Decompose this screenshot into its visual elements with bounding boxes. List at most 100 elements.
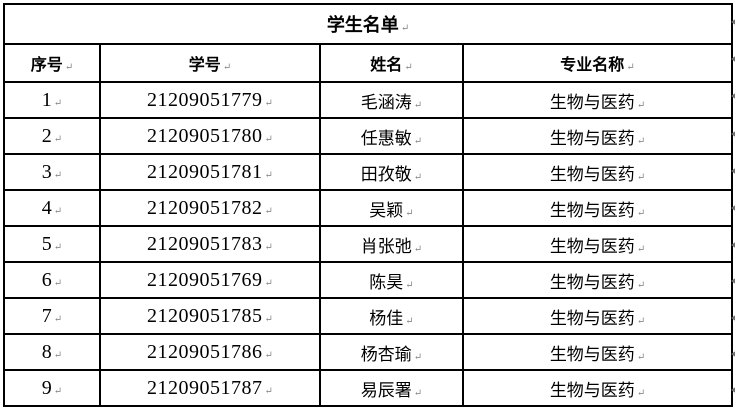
major-text: 生物与医药 [549, 308, 635, 328]
paragraph-mark: ↵ [405, 315, 414, 327]
paragraph-mark: ↵ [413, 135, 423, 147]
paragraph-mark: ↵ [53, 133, 63, 145]
cell-serial[interactable]: 8 ↵ [3, 333, 101, 371]
cell-serial[interactable]: 1 ↵ [3, 81, 101, 119]
cell-name[interactable]: 毛涵涛 ↵ [319, 81, 464, 119]
column-header-label: 学号 [188, 57, 221, 74]
paragraph-mark: ↵ [636, 207, 646, 219]
major-text: 生物与医药 [549, 92, 635, 112]
cell-name[interactable]: 任惠敏 ↵ [319, 117, 464, 155]
cell-major[interactable]: 生物与医药 ↵ [461, 297, 734, 335]
cell-student-id[interactable]: 21209051769 ↵ [99, 261, 321, 299]
cell-name[interactable]: 吴颖 ↵ [319, 189, 464, 227]
cell-student-id[interactable]: 21209051785 ↵ [99, 297, 321, 335]
student-id-text: 21209051769 [147, 268, 263, 291]
cell-serial[interactable]: 6 ↵ [3, 261, 101, 299]
paragraph-mark: ↵ [264, 97, 273, 109]
paragraph-mark: ↵ [53, 277, 63, 289]
paragraph-mark: ↵ [53, 169, 63, 181]
paragraph-mark: ↵ [53, 349, 63, 361]
cell-student-id[interactable]: 21209051779 ↵ [99, 81, 321, 119]
cell-student-id[interactable]: 21209051783 ↵ [99, 225, 321, 263]
column-header-name[interactable]: 姓名 ↵ [319, 43, 464, 83]
paragraph-mark: ↵ [264, 313, 273, 325]
cell-student-id[interactable]: 21209051782 ↵ [99, 189, 321, 227]
major-text: 生物与医药 [549, 344, 635, 364]
cell-serial[interactable]: 2 ↵ [3, 117, 101, 155]
cell-name[interactable]: 杨杏瑜 ↵ [319, 333, 464, 371]
major-text: 生物与医药 [549, 128, 635, 148]
cell-name[interactable]: 田孜敬 ↵ [319, 153, 464, 191]
paragraph-mark: ↵ [636, 99, 646, 111]
paragraph-mark: ↵ [636, 135, 646, 147]
table-row: 5 ↵ 21209051783 ↵ 肖张弛 ↵ 生物与医药 ↵ [3, 225, 734, 263]
cell-major[interactable]: 生物与医药 ↵ [461, 333, 734, 371]
cell-major[interactable]: 生物与医药 ↵ [461, 189, 734, 227]
cell-major[interactable]: 生物与医药 ↵ [461, 261, 734, 299]
cell-student-id[interactable]: 21209051786 ↵ [99, 333, 321, 371]
major-text: 生物与医药 [549, 236, 635, 256]
paragraph-mark: ↵ [636, 315, 646, 327]
cell-major[interactable]: 生物与医药 ↵ [461, 117, 734, 155]
cell-serial[interactable]: 5 ↵ [3, 225, 101, 263]
cell-major[interactable]: 生物与医药 ↵ [461, 225, 734, 263]
name-text: 易辰署 [360, 380, 412, 400]
cell-serial[interactable]: 9 ↵ [3, 369, 101, 407]
paragraph-mark: ↵ [413, 243, 423, 255]
column-header-serial[interactable]: 序号 ↵ [3, 43, 101, 83]
cell-major[interactable]: 生物与医药 ↵ [461, 81, 734, 119]
table-row: 3 ↵ 21209051781 ↵ 田孜敬 ↵ 生物与医药 ↵ [3, 153, 734, 191]
name-text: 陈昊 [369, 272, 404, 292]
paragraph-mark: ↵ [264, 241, 273, 253]
paragraph-mark: ↵ [636, 279, 646, 291]
paragraph-mark: ↵ [413, 171, 423, 183]
column-header-student-id[interactable]: 学号 ↵ [99, 43, 321, 83]
serial-text: 6 [41, 268, 52, 291]
row-end-mark [731, 92, 735, 100]
table-title-row: 学生名单 ↵ [2, 3, 734, 45]
table-row: 2 ↵ 21209051780 ↵ 任惠敏 ↵ 生物与医药 ↵ [3, 117, 734, 155]
student-id-text: 21209051785 [147, 304, 263, 327]
major-text: 生物与医药 [549, 380, 635, 400]
table-header-row: 序号 ↵ 学号 ↵ 姓名 ↵ 专业名称 ↵ [3, 43, 734, 83]
serial-text: 9 [41, 376, 52, 399]
table-title-cell[interactable]: 学生名单 ↵ [2, 3, 734, 45]
cell-name[interactable]: 杨佳 ↵ [319, 297, 464, 335]
column-header-major[interactable]: 专业名称 ↵ [461, 43, 734, 83]
cell-student-id[interactable]: 21209051787 ↵ [99, 369, 321, 407]
cell-name[interactable]: 肖张弛 ↵ [319, 225, 464, 263]
name-text: 杨佳 [369, 308, 404, 328]
name-text: 田孜敬 [360, 164, 412, 184]
paragraph-mark: ↵ [264, 349, 273, 361]
cell-student-id[interactable]: 21209051780 ↵ [99, 117, 321, 155]
student-id-text: 21209051786 [147, 340, 263, 363]
cell-major[interactable]: 生物与医药 ↵ [461, 369, 734, 407]
paragraph-mark: ↵ [264, 133, 273, 145]
student-table: 学生名单 ↵ 序号 ↵ 学号 ↵ 姓名 ↵ 专业名称 ↵ 1 ↵ [2, 3, 734, 407]
serial-text: 5 [41, 232, 52, 255]
column-header-label: 序号 [30, 57, 63, 74]
cell-student-id[interactable]: 21209051781 ↵ [99, 153, 321, 191]
paragraph-mark: ↵ [626, 62, 635, 73]
paragraph-mark: ↵ [636, 171, 646, 183]
cell-serial[interactable]: 4 ↵ [3, 189, 101, 227]
name-text: 吴颖 [369, 200, 404, 220]
cell-name[interactable]: 陈昊 ↵ [319, 261, 464, 299]
paragraph-mark: ↵ [636, 243, 646, 255]
row-end-mark [731, 277, 735, 285]
cell-serial[interactable]: 3 ↵ [3, 153, 101, 191]
column-header-label: 姓名 [370, 57, 403, 74]
serial-text: 4 [41, 196, 52, 219]
paragraph-mark: ↵ [64, 62, 74, 73]
cell-serial[interactable]: 7 ↵ [3, 297, 101, 335]
row-end-mark [731, 55, 735, 63]
table-row: 7 ↵ 21209051785 ↵ 杨佳 ↵ 生物与医药 ↵ [3, 297, 734, 335]
name-text: 杨杏瑜 [360, 344, 412, 364]
name-text: 任惠敏 [360, 128, 412, 148]
cell-major[interactable]: 生物与医药 ↵ [461, 153, 734, 191]
cell-name[interactable]: 易辰署 ↵ [319, 369, 464, 407]
table-row: 1 ↵ 21209051779 ↵ 毛涵涛 ↵ 生物与医药 ↵ [3, 81, 734, 119]
student-id-text: 21209051780 [147, 124, 263, 147]
student-id-text: 21209051783 [147, 232, 263, 255]
paragraph-mark: ↵ [404, 62, 413, 73]
